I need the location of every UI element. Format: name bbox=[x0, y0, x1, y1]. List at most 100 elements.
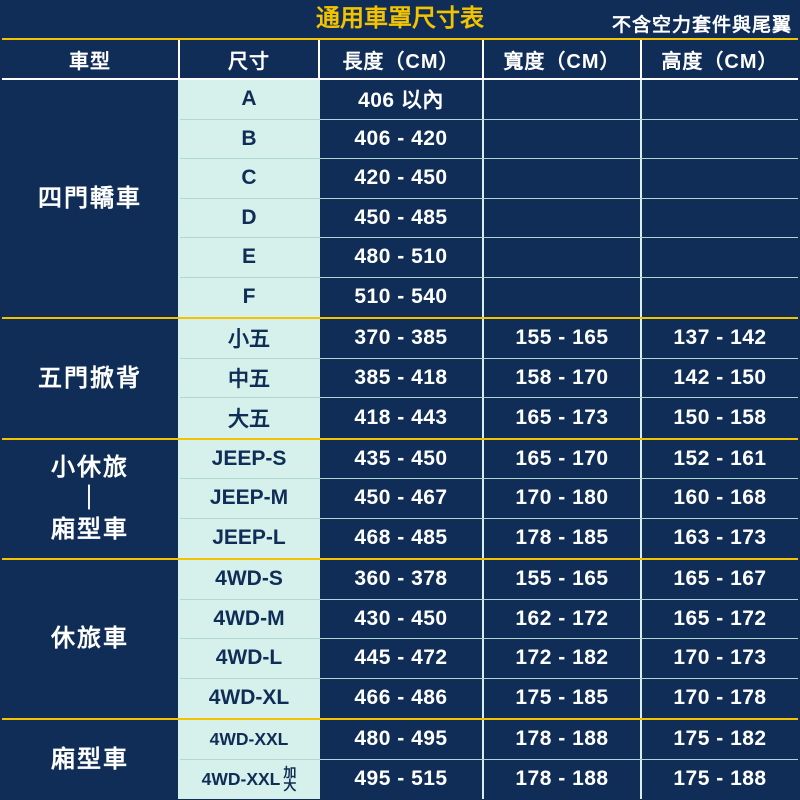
group-label: 五門掀背 bbox=[2, 319, 180, 438]
header-length: 長度（CM） bbox=[320, 40, 484, 78]
height-cell: 165 - 172 bbox=[642, 600, 798, 639]
title-row: 通用車罩尺寸表 不含空力套件與尾翼 bbox=[2, 2, 798, 40]
group-rows: 小五370 - 385155 - 165137 - 142中五385 - 418… bbox=[180, 319, 798, 438]
height-cell: 170 - 178 bbox=[642, 679, 798, 719]
length-cell: 406 以內 bbox=[320, 80, 484, 119]
width-cell: 158 - 170 bbox=[484, 359, 642, 398]
size-cell: 小五 bbox=[180, 319, 320, 358]
length-cell: 510 - 540 bbox=[320, 278, 484, 318]
size-cell: C bbox=[180, 159, 320, 198]
group-label: 休旅車 bbox=[2, 560, 180, 718]
table-row: 4WD-XXL加 大495 - 515178 - 188175 - 188 bbox=[180, 760, 798, 800]
width-cell: 162 - 172 bbox=[484, 600, 642, 639]
width-cell: 155 - 165 bbox=[484, 560, 642, 599]
length-cell: 360 - 378 bbox=[320, 560, 484, 599]
length-cell: 385 - 418 bbox=[320, 359, 484, 398]
table-row: 大五418 - 443165 - 173150 - 158 bbox=[180, 398, 798, 438]
length-cell: 370 - 385 bbox=[320, 319, 484, 358]
group: 廂型車4WD-XXL480 - 495178 - 188175 - 1824WD… bbox=[2, 720, 798, 799]
table-row: A406 以內 bbox=[180, 80, 798, 120]
group: 小休旅 ｜ 廂型車JEEP-S435 - 450165 - 170152 - 1… bbox=[2, 440, 798, 561]
size-cell: JEEP-S bbox=[180, 440, 320, 479]
height-cell: 163 - 173 bbox=[642, 519, 798, 559]
size-cell: D bbox=[180, 199, 320, 238]
width-cell: 165 - 173 bbox=[484, 398, 642, 438]
table-row: 4WD-M430 - 450162 - 172165 - 172 bbox=[180, 600, 798, 640]
length-cell: 495 - 515 bbox=[320, 760, 484, 800]
size-cell: 4WD-XL bbox=[180, 679, 320, 719]
height-cell: 142 - 150 bbox=[642, 359, 798, 398]
size-cell: 4WD-M bbox=[180, 600, 320, 639]
size-cell: JEEP-M bbox=[180, 479, 320, 518]
group-rows: A406 以內B406 - 420C420 - 450D450 - 485E48… bbox=[180, 80, 798, 317]
table-row: 4WD-L445 - 472172 - 182170 - 173 bbox=[180, 639, 798, 679]
height-cell: 175 - 188 bbox=[642, 760, 798, 800]
width-cell bbox=[484, 199, 642, 238]
width-cell bbox=[484, 80, 642, 119]
size-cell: 4WD-L bbox=[180, 639, 320, 678]
width-cell bbox=[484, 120, 642, 159]
width-cell bbox=[484, 278, 642, 318]
height-cell bbox=[642, 159, 798, 198]
group-rows: JEEP-S435 - 450165 - 170152 - 161JEEP-M4… bbox=[180, 440, 798, 559]
header-height: 高度（CM） bbox=[642, 40, 798, 78]
size-cell: A bbox=[180, 80, 320, 119]
width-cell: 170 - 180 bbox=[484, 479, 642, 518]
table-row: JEEP-M450 - 467170 - 180160 - 168 bbox=[180, 479, 798, 519]
length-cell: 445 - 472 bbox=[320, 639, 484, 678]
height-cell: 165 - 167 bbox=[642, 560, 798, 599]
table-row: D450 - 485 bbox=[180, 199, 798, 239]
size-cell: E bbox=[180, 238, 320, 277]
group-label: 四門轎車 bbox=[2, 80, 180, 317]
height-cell bbox=[642, 80, 798, 119]
size-cell: 4WD-S bbox=[180, 560, 320, 599]
size-cell: JEEP-L bbox=[180, 519, 320, 559]
height-cell bbox=[642, 238, 798, 277]
size-cell: 大五 bbox=[180, 398, 320, 438]
group: 四門轎車A406 以內B406 - 420C420 - 450D450 - 48… bbox=[2, 80, 798, 319]
length-cell: 450 - 467 bbox=[320, 479, 484, 518]
width-cell: 175 - 185 bbox=[484, 679, 642, 719]
table-row: 4WD-XXL480 - 495178 - 188175 - 182 bbox=[180, 720, 798, 760]
width-cell: 178 - 188 bbox=[484, 720, 642, 759]
table-body: 四門轎車A406 以內B406 - 420C420 - 450D450 - 48… bbox=[2, 80, 798, 799]
group-rows: 4WD-XXL480 - 495178 - 188175 - 1824WD-XX… bbox=[180, 720, 798, 799]
length-cell: 480 - 510 bbox=[320, 238, 484, 277]
length-cell: 420 - 450 bbox=[320, 159, 484, 198]
header-type: 車型 bbox=[2, 40, 180, 78]
length-cell: 435 - 450 bbox=[320, 440, 484, 479]
table-row: C420 - 450 bbox=[180, 159, 798, 199]
height-cell: 137 - 142 bbox=[642, 319, 798, 358]
length-cell: 418 - 443 bbox=[320, 398, 484, 438]
table-row: 4WD-S360 - 378155 - 165165 - 167 bbox=[180, 560, 798, 600]
table-subtitle: 不含空力套件與尾翼 bbox=[612, 10, 792, 37]
length-cell: 430 - 450 bbox=[320, 600, 484, 639]
width-cell: 178 - 188 bbox=[484, 760, 642, 800]
header-width: 寬度（CM） bbox=[484, 40, 642, 78]
group-rows: 4WD-S360 - 378155 - 165165 - 1674WD-M430… bbox=[180, 560, 798, 718]
size-cell: F bbox=[180, 278, 320, 318]
height-cell bbox=[642, 120, 798, 159]
width-cell: 178 - 185 bbox=[484, 519, 642, 559]
header-row: 車型 尺寸 長度（CM） 寬度（CM） 高度（CM） bbox=[2, 40, 798, 80]
height-cell: 160 - 168 bbox=[642, 479, 798, 518]
width-cell bbox=[484, 159, 642, 198]
length-cell: 450 - 485 bbox=[320, 199, 484, 238]
group: 休旅車4WD-S360 - 378155 - 165165 - 1674WD-M… bbox=[2, 560, 798, 720]
size-cell: 4WD-XXL bbox=[180, 720, 320, 759]
width-cell: 165 - 170 bbox=[484, 440, 642, 479]
size-cell: 中五 bbox=[180, 359, 320, 398]
height-cell bbox=[642, 199, 798, 238]
group-label: 廂型車 bbox=[2, 720, 180, 799]
group-label: 小休旅 ｜ 廂型車 bbox=[2, 440, 180, 559]
length-cell: 480 - 495 bbox=[320, 720, 484, 759]
table-row: 4WD-XL466 - 486175 - 185170 - 178 bbox=[180, 679, 798, 719]
table-row: 小五370 - 385155 - 165137 - 142 bbox=[180, 319, 798, 359]
width-cell bbox=[484, 238, 642, 277]
table-row: JEEP-L468 - 485178 - 185163 - 173 bbox=[180, 519, 798, 559]
table-row: B406 - 420 bbox=[180, 120, 798, 160]
length-cell: 468 - 485 bbox=[320, 519, 484, 559]
size-cell: B bbox=[180, 120, 320, 159]
width-cell: 172 - 182 bbox=[484, 639, 642, 678]
table-row: JEEP-S435 - 450165 - 170152 - 161 bbox=[180, 440, 798, 480]
